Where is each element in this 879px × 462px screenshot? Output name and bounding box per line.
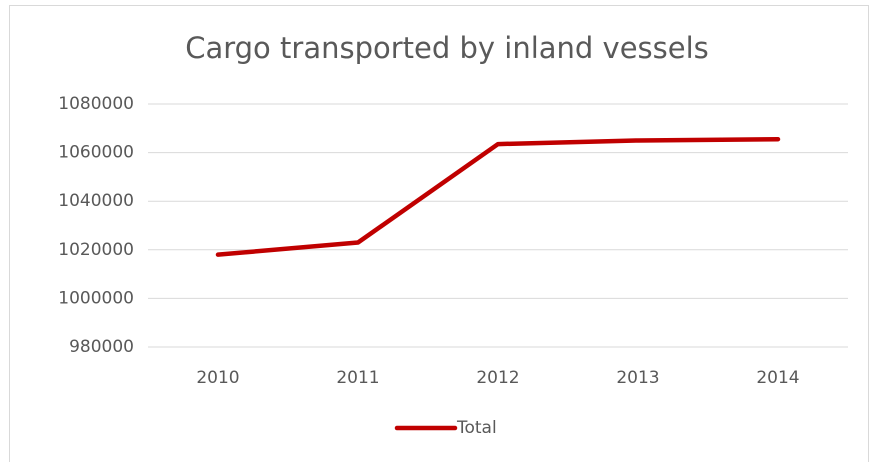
- y-tick-label: 1080000: [58, 94, 134, 114]
- chart-frame: [9, 5, 869, 462]
- y-tick-label: 980000: [69, 337, 134, 357]
- x-tick-label: 2012: [476, 368, 519, 388]
- y-tick-label: 1040000: [58, 191, 134, 211]
- x-tick-label: 2013: [616, 368, 659, 388]
- y-tick-label: 1020000: [58, 240, 134, 260]
- y-tick-label: 1000000: [58, 288, 134, 308]
- y-tick-label: 1060000: [58, 143, 134, 163]
- x-tick-label: 2010: [196, 368, 239, 388]
- x-tick-label: 2014: [756, 368, 799, 388]
- legend-label: Total: [456, 418, 497, 438]
- x-tick-label: 2011: [336, 368, 379, 388]
- chart-title: Cargo transported by inland vessels: [185, 31, 709, 65]
- line-series: [215, 136, 781, 257]
